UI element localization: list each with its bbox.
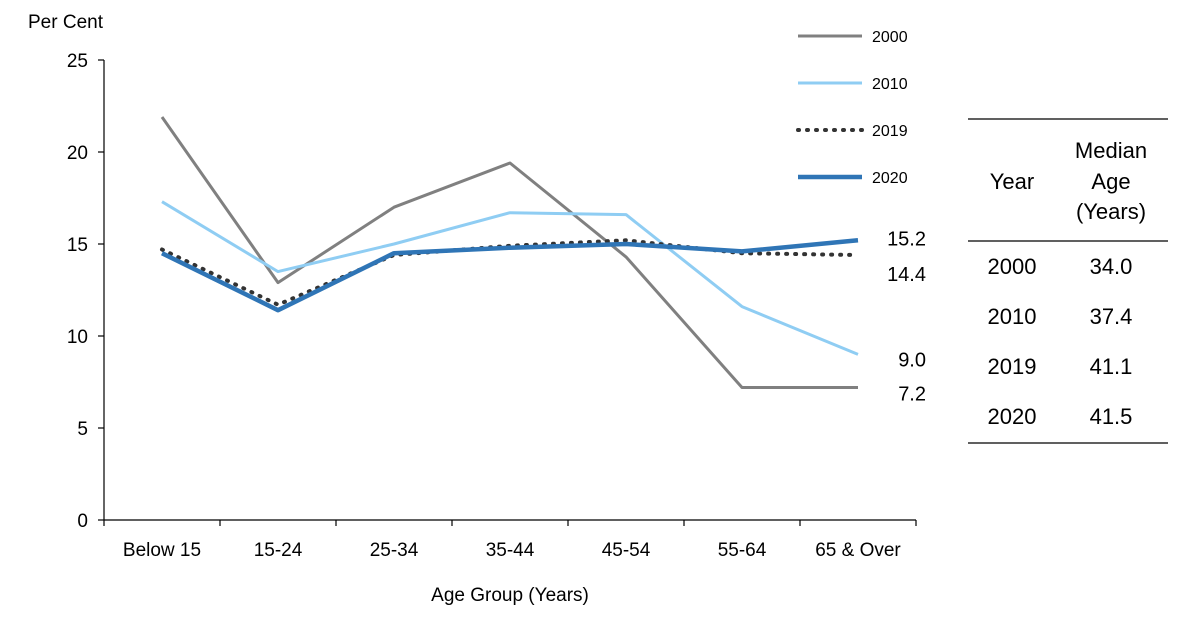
y-tick-label: 5 [77, 419, 88, 440]
legend-label-2010: 2010 [872, 76, 908, 93]
legend: 2000 2010 2019 2020 [796, 29, 908, 187]
end-label-2000: 7.2 [898, 384, 926, 406]
legend-label-2019: 2019 [872, 123, 908, 140]
x-tick-label: Below 15 [123, 540, 201, 561]
table-cell-median: 41.5 [1090, 404, 1133, 429]
series-line-2010 [161, 200, 859, 356]
y-tick-label: 15 [67, 235, 88, 256]
x-tick-label: 25-34 [370, 540, 419, 561]
table-header-median-line3: (Years) [1076, 199, 1146, 224]
y-tick-label: 20 [67, 143, 88, 164]
legend-label-2000: 2000 [872, 29, 908, 46]
x-tick-label: 65 & Over [815, 540, 901, 561]
table-rows: 2000 34.0 2010 37.4 2019 41.1 2020 41.5 [988, 254, 1133, 429]
table-cell-median: 41.1 [1090, 354, 1133, 379]
legend-label-2020: 2020 [872, 170, 908, 187]
x-tick-label: 45-54 [602, 540, 651, 561]
y-tick-label: 10 [67, 327, 88, 348]
series-line-2020 [161, 238, 859, 313]
x-ticks: Below 15 15-24 25-34 35-44 45-54 55-64 65 & Ov… [103, 520, 917, 561]
table-cell-year: 2000 [988, 254, 1037, 279]
end-label-2020: 15.2 [887, 228, 926, 250]
table-cell-year: 2020 [988, 404, 1037, 429]
x-tick-label: 15-24 [254, 540, 303, 561]
y-tick-label: 0 [77, 511, 88, 532]
table-cell-median: 37.4 [1090, 304, 1133, 329]
x-tick-label: 55-64 [718, 540, 767, 561]
x-axis-title: Age Group (Years) [431, 585, 589, 606]
end-label-2019: 14.4 [887, 264, 926, 286]
y-axis-title: Per Cent [28, 12, 104, 33]
table-header-year: Year [990, 169, 1034, 194]
table-header-median-line1: Median [1075, 138, 1147, 163]
end-label-2010: 9.0 [898, 349, 926, 371]
median-age-table: Year Median Age (Years) 2000 34.0 2010 37.4… [968, 118, 1168, 444]
y-tick-label: 25 [67, 51, 88, 72]
x-tick-label: 35-44 [486, 540, 535, 561]
table-cell-median: 34.0 [1090, 254, 1133, 279]
table-cell-year: 2010 [988, 304, 1037, 329]
series-line-2000 [160, 116, 858, 389]
series-group [160, 116, 860, 389]
table-cell-year: 2019 [988, 354, 1037, 379]
end-labels: 7.2 9.0 14.4 15.2 [887, 228, 926, 405]
table-header-median-line2: Age [1091, 169, 1130, 194]
y-ticks: 0 5 10 15 20 25 [67, 51, 104, 532]
